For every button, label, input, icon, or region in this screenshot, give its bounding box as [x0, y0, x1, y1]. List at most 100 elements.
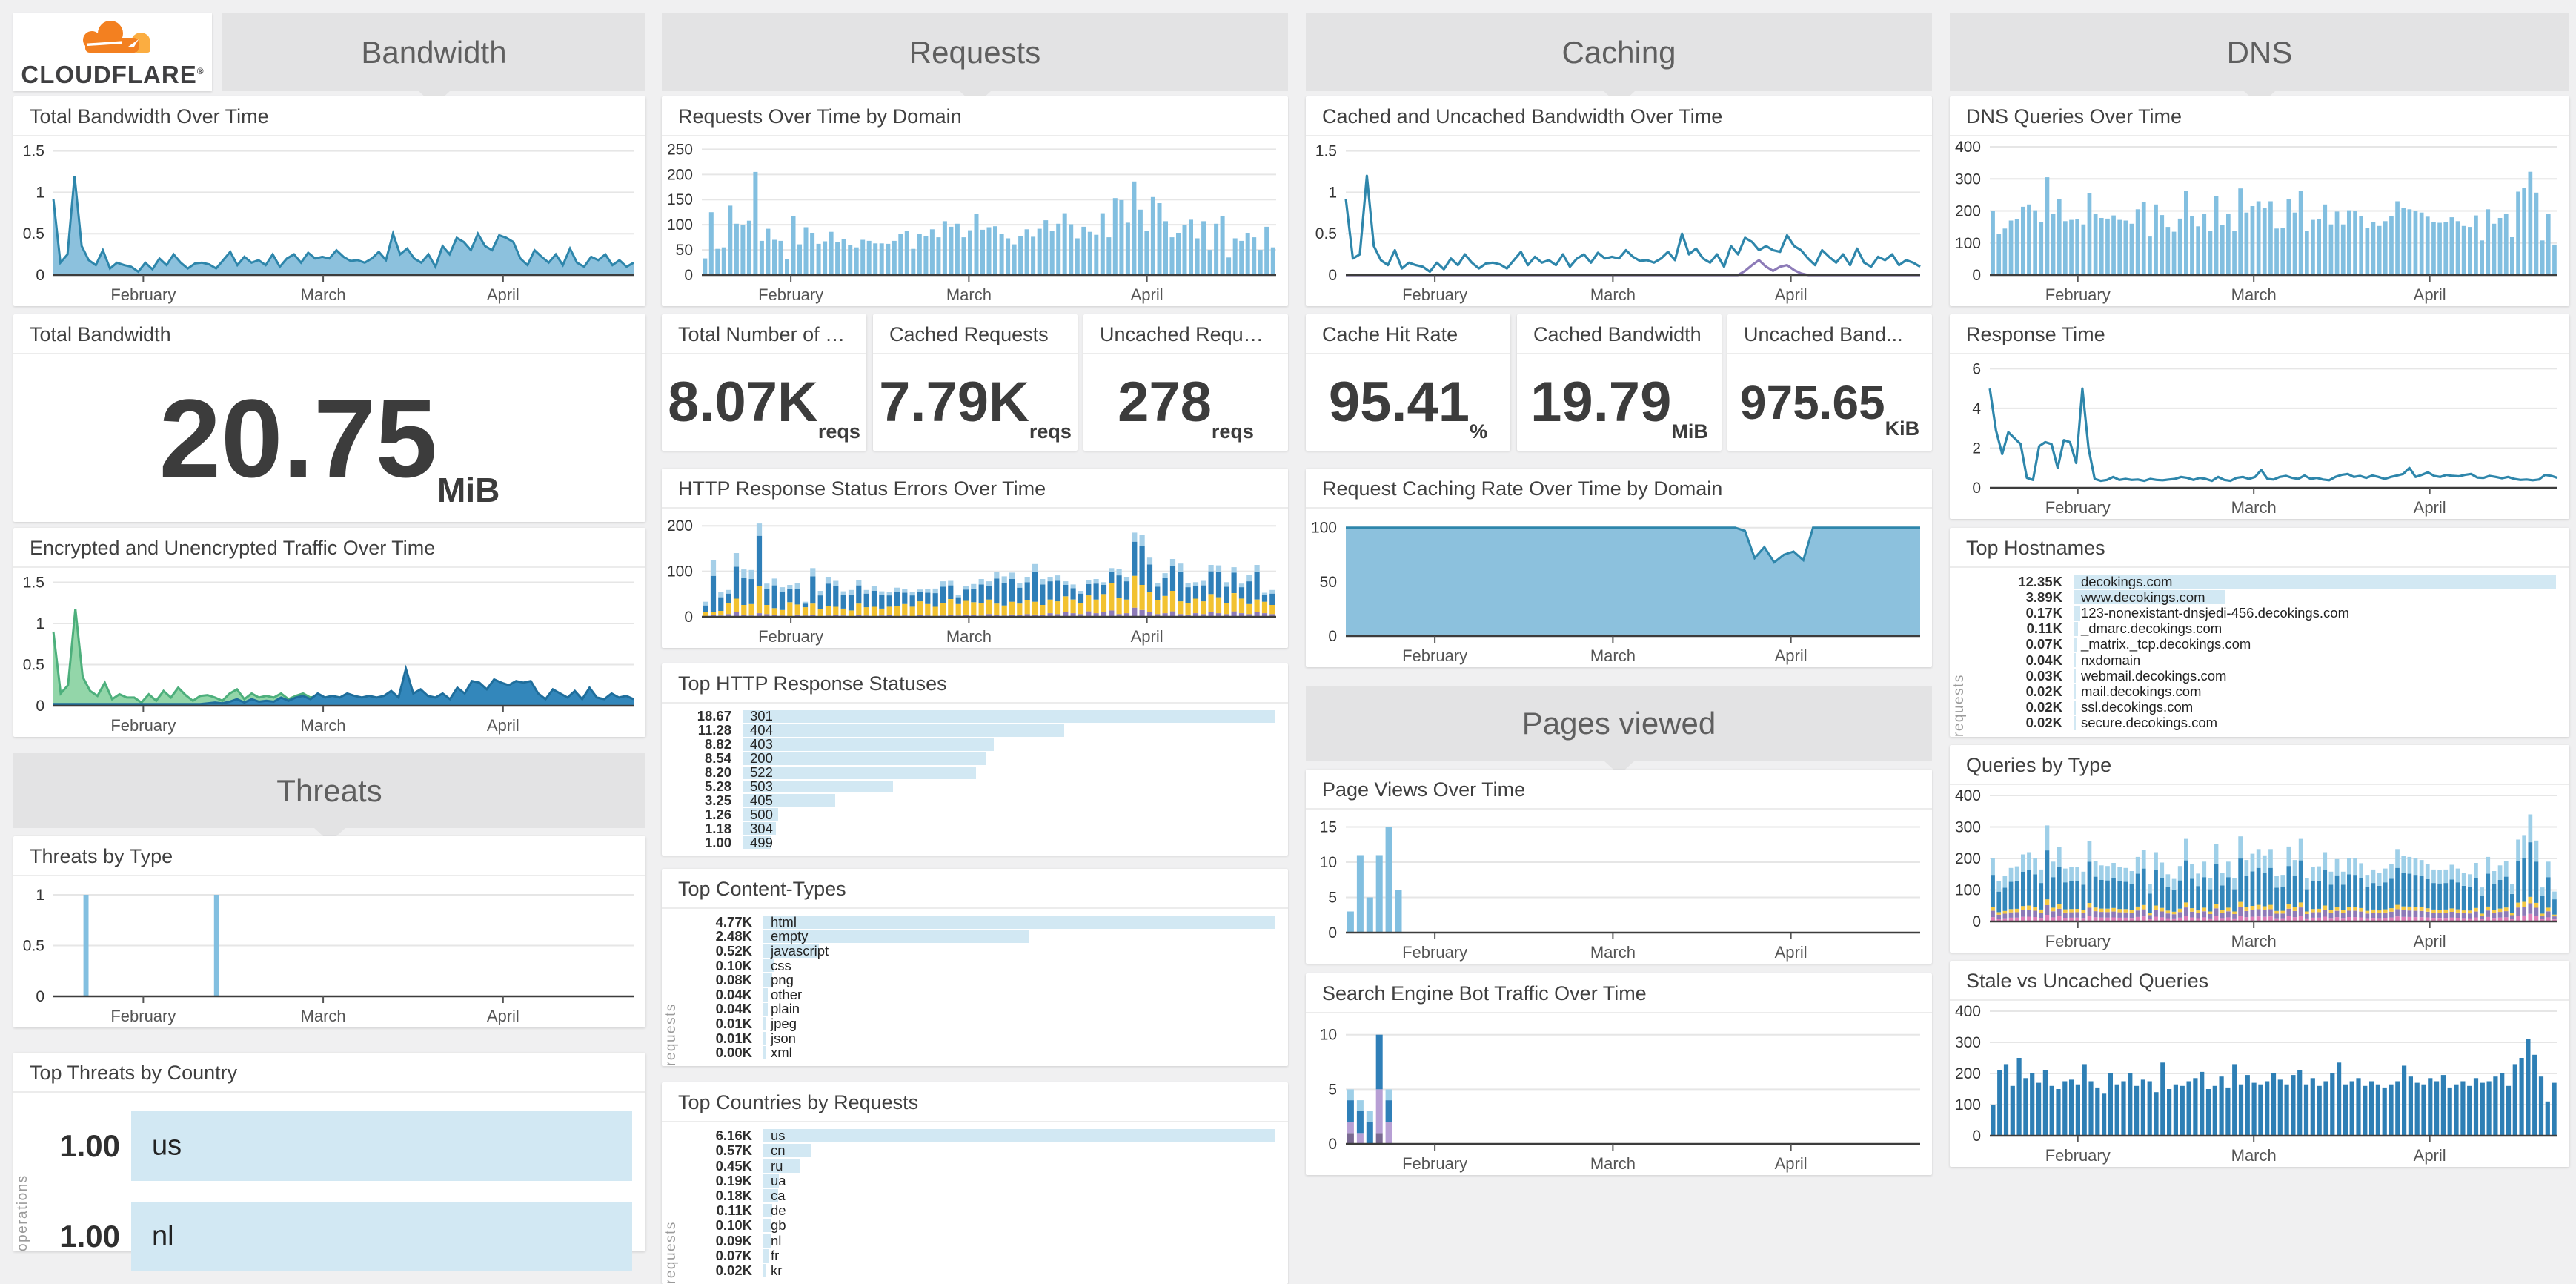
list-item[interactable]: 0.01K jpeg: [688, 1016, 1275, 1031]
svg-text:April: April: [1775, 943, 1807, 962]
section-header-requests: Requests: [662, 13, 1288, 105]
top-content-types-list[interactable]: requests 4.77K html 2.48K empty 0.52K javascri…: [662, 909, 1288, 1066]
list-item[interactable]: 0.02K kr: [688, 1263, 1275, 1278]
list-item[interactable]: 0.03K webmail.decokings.com: [1976, 668, 2556, 684]
item-label: 503: [750, 778, 773, 794]
list-item[interactable]: 0.00K xml: [688, 1045, 1275, 1060]
stat-unit: MiB: [437, 471, 500, 509]
list-item[interactable]: 12.35K decokings.com: [1976, 574, 2556, 589]
item-label: json: [771, 1030, 796, 1046]
list-item[interactable]: 0.17K 123-nonexistant-dnsjedi-456.decokin…: [1976, 605, 2556, 621]
list-item[interactable]: 1.26 500: [668, 807, 1275, 822]
svg-text:February: February: [758, 627, 823, 646]
top-statuses-list[interactable]: 18.67 301 11.28 404 8.82 403 8.54 200 8.20 522 5.2…: [662, 704, 1288, 856]
list-item[interactable]: 0.10K css: [688, 958, 1275, 973]
item-label: 301: [750, 708, 773, 724]
panel-uncached-bandwidth-stat: Uncached Band... 975.65 KiB: [1727, 314, 1932, 451]
top-threats-by-country-list[interactable]: operations 1.00 us 1.00 nl: [13, 1093, 645, 1271]
item-value: 0.52K: [715, 942, 752, 959]
panel-page-views: Page Views Over Time 0 5 10 15 February March…: [1306, 770, 1932, 964]
list-item[interactable]: 1.00 499: [668, 835, 1275, 850]
cloudflare-logo: CLOUDFLARE®: [13, 13, 212, 91]
item-bar: [743, 836, 771, 850]
svg-text:2: 2: [1972, 440, 1981, 457]
y-axis-label: requests: [1951, 674, 1967, 737]
dns-queries-chart[interactable]: 0 100 200 300 400 February March April: [1950, 136, 2569, 306]
item-bar: [743, 738, 995, 751]
list-item[interactable]: 0.07K _matrix._tcp.decokings.com: [1976, 636, 2556, 652]
threats-by-type-chart[interactable]: 0 0.5 1 February March April: [13, 876, 645, 1027]
item-label: mail.decokings.com: [2081, 684, 2202, 700]
list-item[interactable]: 0.11K _dmarc.decokings.com: [1976, 621, 2556, 637]
item-label: png: [771, 972, 794, 988]
item-value: 0.04K: [715, 1001, 752, 1017]
list-item[interactable]: 0.19K ua: [688, 1172, 1275, 1188]
requests-over-time-chart[interactable]: 0 50 100 150 200 250 February March April: [662, 136, 1288, 306]
item-value: 0.11K: [716, 1202, 752, 1219]
list-item[interactable]: 0.04K plain: [688, 1001, 1275, 1017]
item-value: 0.04K: [2025, 652, 2062, 668]
list-item[interactable]: 18.67 301: [668, 708, 1275, 724]
list-item[interactable]: 6.16K us: [688, 1128, 1275, 1143]
top-hostnames-list[interactable]: requests 12.35K decokings.com 3.89K www.deco…: [1950, 568, 2569, 737]
list-item[interactable]: 0.02K mail.decokings.com: [1976, 684, 2556, 699]
list-item[interactable]: 3.89K www.decokings.com: [1976, 589, 2556, 605]
top-countries-list[interactable]: requests 6.16K us 0.57K cn 0.45K ru 0.19K ua 0.18…: [662, 1122, 1288, 1284]
list-item[interactable]: 8.54 200: [668, 750, 1275, 766]
list-item[interactable]: 3.25 405: [668, 792, 1275, 808]
svg-text:March: March: [2231, 932, 2277, 950]
list-item[interactable]: 0.18K ca: [688, 1188, 1275, 1203]
list-item[interactable]: 11.28 404: [668, 722, 1275, 738]
item-bar: [763, 959, 774, 973]
list-item[interactable]: 0.45K ru: [688, 1158, 1275, 1174]
panel-cached-bandwidth-stat: Cached Bandwidth 19.79 MiB: [1517, 314, 1722, 451]
svg-text:February: February: [1402, 1154, 1467, 1173]
list-item[interactable]: 0.02K secure.decokings.com: [1976, 715, 2556, 731]
total-bandwidth-over-time-chart[interactable]: 0 0.5 1 1.5 February March April: [13, 136, 645, 306]
list-item[interactable]: 0.10K gb: [688, 1217, 1275, 1233]
stale-uncached-chart[interactable]: 0 100 200 300 400 February March April: [1950, 1001, 2569, 1167]
panel-dns-queries: DNS Queries Over Time 0 100 200 300 400 Febru…: [1950, 96, 2569, 306]
caching-rate-chart[interactable]: 0 50 100 February March April: [1306, 509, 1932, 667]
svg-text:March: March: [1590, 285, 1636, 304]
list-item[interactable]: 2.48K empty: [688, 928, 1275, 944]
section-header-pages-viewed: Pages viewed: [1306, 686, 1932, 775]
list-item[interactable]: 0.11K de: [688, 1202, 1275, 1219]
list-item[interactable]: 0.08K png: [688, 972, 1275, 988]
stat-unit: reqs: [1211, 420, 1254, 443]
panel-title: Page Views Over Time: [1306, 770, 1932, 810]
list-item[interactable]: 5.28 503: [668, 778, 1275, 794]
list-item[interactable]: 0.04K other: [688, 987, 1275, 1002]
list-item[interactable]: 0.02K ssl.decokings.com: [1976, 699, 2556, 715]
svg-text:March: March: [301, 1007, 346, 1025]
svg-text:200: 200: [1955, 850, 1981, 867]
list-item[interactable]: 8.20 522: [668, 764, 1275, 780]
list-item[interactable]: 0.04K nxdomain: [1976, 652, 2556, 668]
list-item[interactable]: 0.07K fr: [688, 1248, 1275, 1263]
list-item[interactable]: 0.52K javascript: [688, 942, 1275, 959]
list-item[interactable]: 8.82 403: [668, 736, 1275, 752]
stat-value: 20.75: [159, 376, 438, 500]
cached-uncached-bandwidth-chart[interactable]: 0 0.5 1 1.5 February March April: [1306, 136, 1932, 306]
list-item[interactable]: 0.01K json: [688, 1030, 1275, 1046]
item-label: ua: [771, 1172, 786, 1188]
response-time-chart[interactable]: 0 2 4 6 February March April: [1950, 354, 2569, 519]
list-item[interactable]: 4.77K html: [688, 914, 1275, 930]
encrypted-traffic-chart[interactable]: 0 0.5 1 1.5 February March April: [13, 568, 645, 737]
item-label: decokings.com: [2081, 573, 2173, 589]
svg-text:April: April: [2414, 932, 2446, 950]
section-header-dns: DNS: [1950, 13, 2569, 105]
list-item[interactable]: 0.09K nl: [688, 1233, 1275, 1248]
list-item[interactable]: 0.57K cn: [688, 1142, 1275, 1158]
bot-traffic-chart[interactable]: 0 5 10 February March April: [1306, 1013, 1932, 1175]
page-views-chart[interactable]: 0 5 10 15 February March April: [1306, 810, 1932, 964]
svg-text:March: March: [2231, 498, 2277, 517]
list-item[interactable]: 1.00 us: [22, 1111, 632, 1182]
list-item[interactable]: 1.18 304: [668, 821, 1275, 836]
item-value: 8.82: [704, 736, 731, 752]
list-item[interactable]: 1.00 nl: [22, 1201, 632, 1272]
item-value: 0.08K: [715, 972, 752, 988]
item-label: javascript: [771, 942, 829, 959]
queries-by-type-chart[interactable]: 0 100 200 300 400 February March April: [1950, 785, 2569, 953]
http-errors-chart[interactable]: 0 100 200 February March April: [662, 509, 1288, 648]
